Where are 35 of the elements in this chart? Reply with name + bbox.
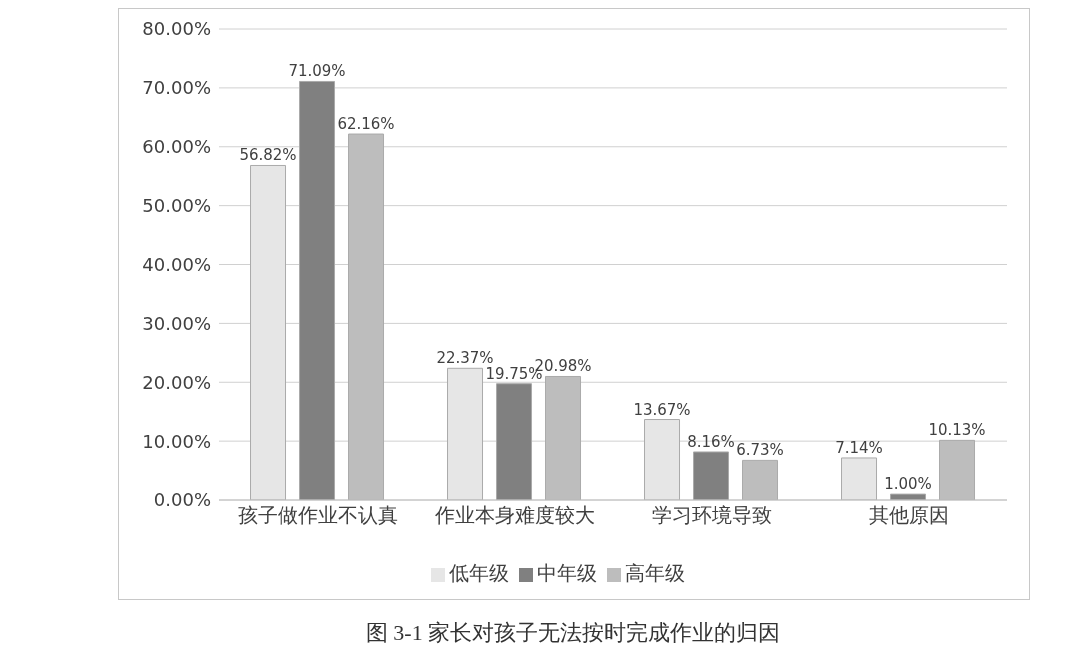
legend-label: 高年级 [625, 561, 685, 585]
bar [644, 419, 681, 500]
data-label: 13.67% [633, 400, 691, 419]
data-label: 71.09% [288, 62, 346, 81]
data-label: 6.73% [736, 441, 784, 460]
y-tick-label: 50.00% [142, 195, 211, 217]
data-label: 7.14% [835, 438, 883, 457]
bar [299, 80, 336, 500]
data-label: 62.16% [337, 115, 395, 134]
legend-label: 中年级 [537, 561, 597, 585]
y-tick-label: 30.00% [142, 312, 211, 334]
bar [496, 383, 533, 500]
bar [250, 164, 287, 500]
x-tick-label: 学习环境导致 [651, 503, 772, 528]
bar [841, 457, 878, 500]
text: 图 3-1 家长对孩子无法按时完成作业的归因 [364, 619, 782, 647]
legend-label: 低年级 [449, 561, 509, 585]
y-tick-label: 10.00% [142, 430, 211, 452]
data-label: 8.16% [687, 432, 735, 451]
x-tick-label: 其他原因 [868, 503, 949, 528]
data-label: 10.13% [928, 421, 986, 440]
data-label: 56.82% [239, 146, 297, 165]
data-label: 1.00% [884, 475, 932, 494]
y-tick-label: 0.00% [153, 489, 211, 511]
x-tick-label: 孩子做作业不认真 [237, 503, 398, 528]
y-tick-label: 70.00% [142, 77, 211, 99]
y-tick-label: 80.00% [142, 18, 211, 40]
x-tick-label: 作业本身难度较大 [433, 503, 595, 528]
y-tick-label: 20.00% [142, 371, 211, 393]
bar [693, 451, 730, 500]
bar [890, 493, 927, 500]
bar [447, 367, 484, 500]
data-label: 22.37% [436, 349, 494, 368]
y-tick-label: 40.00% [142, 253, 211, 275]
y-tick-label: 60.00% [142, 136, 211, 158]
